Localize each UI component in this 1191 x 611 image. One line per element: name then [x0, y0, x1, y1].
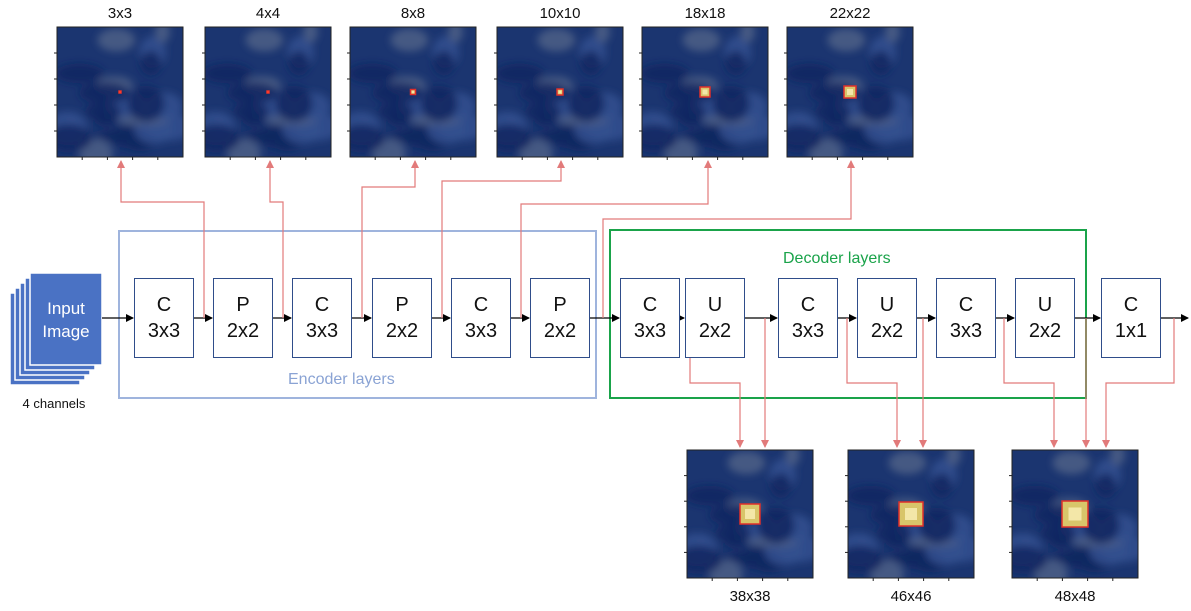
decoder-group-box [609, 229, 1087, 399]
layer-size: 3x3 [147, 320, 181, 342]
layer-box-7: C 3x3 [620, 278, 680, 358]
bottom-map-2 [845, 449, 975, 581]
layer-box-4: P 2x2 [372, 278, 432, 358]
input-image-stack [9, 272, 103, 386]
layer-size: 2x2 [698, 320, 732, 342]
layer-box-9: C 3x3 [778, 278, 838, 358]
to-bottom-map-arrow [1102, 318, 1175, 448]
layer-op: U [879, 294, 895, 316]
layer-size: 3x3 [464, 320, 498, 342]
bottom-map-1 [684, 449, 814, 581]
layer-box-12: U 2x2 [1015, 278, 1075, 358]
layer-box-2: P 2x2 [213, 278, 273, 358]
layer-op: C [314, 294, 330, 316]
layer-box-6: P 2x2 [530, 278, 590, 358]
top-map-1 [54, 26, 184, 160]
layer-box-11: C 3x3 [936, 278, 996, 358]
to-bottom-map-arrow [1003, 318, 1058, 448]
layer-size: 3x3 [791, 320, 825, 342]
layer-op: U [1037, 294, 1053, 316]
input-label-line2: Image [42, 322, 90, 341]
top-map-3 [347, 26, 477, 160]
layer-op: C [1123, 294, 1139, 316]
layer-op: U [707, 294, 723, 316]
to-top-map-arrow [520, 160, 712, 318]
layer-op: P [553, 294, 567, 316]
top-map-label: 18x18 [684, 5, 726, 22]
layer-size: 2x2 [543, 320, 577, 342]
top-map-label: 8x8 [400, 5, 426, 22]
decoder-label: Decoder layers [783, 250, 891, 267]
input-channels-caption: 4 channels [22, 396, 86, 411]
layer-size: 2x2 [870, 320, 904, 342]
bottom-map-label: 38x38 [729, 588, 771, 605]
top-map-4 [494, 26, 624, 160]
layer-op: C [156, 294, 172, 316]
layer-op: C [473, 294, 489, 316]
layer-op: C [642, 294, 658, 316]
encoder-group-box [118, 230, 597, 399]
receptive-field-arrows [117, 160, 1175, 448]
layer-op: P [395, 294, 409, 316]
layer-box-1: C 3x3 [134, 278, 194, 358]
layer-box-5: C 3x3 [451, 278, 511, 358]
to-top-map-arrow [117, 160, 205, 318]
top-map-label: 10x10 [539, 5, 581, 22]
to-top-map-arrow [441, 160, 565, 318]
layer-size: 3x3 [633, 320, 667, 342]
layer-size: 1x1 [1114, 320, 1148, 342]
layer-box-8: U 2x2 [685, 278, 745, 358]
to-bottom-map-arrow [846, 318, 901, 448]
top-map-5 [639, 26, 769, 160]
to-top-map-arrow [361, 160, 419, 318]
layer-op: P [236, 294, 250, 316]
receptive-field-maps [54, 26, 1139, 581]
layer-size: 3x3 [949, 320, 983, 342]
layer-size: 2x2 [1028, 320, 1062, 342]
encoder-label: Encoder layers [288, 371, 395, 388]
layer-size: 2x2 [385, 320, 419, 342]
layer-op: C [800, 294, 816, 316]
top-map-label: 3x3 [107, 5, 133, 22]
to-top-map-arrow [602, 160, 855, 318]
bottom-map-label: 48x48 [1054, 588, 1096, 605]
layer-box-10: U 2x2 [857, 278, 917, 358]
top-map-label: 22x22 [829, 5, 871, 22]
top-map-6 [784, 26, 914, 160]
bottom-map-label: 46x46 [890, 588, 932, 605]
to-top-map-arrow [266, 160, 284, 318]
input-label-line1: Input [47, 299, 85, 318]
top-map-label: 4x4 [255, 5, 281, 22]
layer-box-3: C 3x3 [292, 278, 352, 358]
layer-op: C [958, 294, 974, 316]
layer-size: 3x3 [305, 320, 339, 342]
layer-box-13: C 1x1 [1101, 278, 1161, 358]
bottom-map-3 [1009, 449, 1139, 581]
top-map-2 [202, 26, 332, 160]
layer-size: 2x2 [226, 320, 260, 342]
